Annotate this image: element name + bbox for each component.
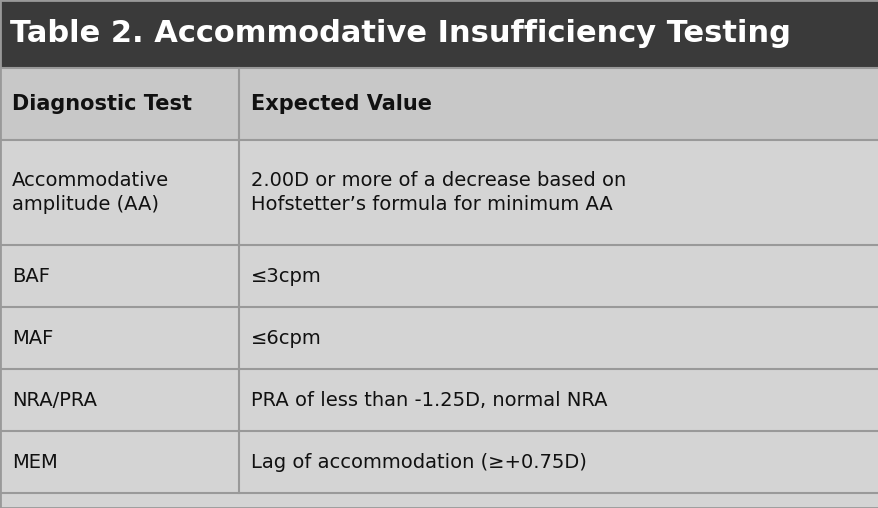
Text: Table 2. Accommodative Insufficiency Testing: Table 2. Accommodative Insufficiency Tes… bbox=[10, 19, 790, 48]
Bar bbox=[0, 68, 878, 140]
Text: NRA/PRA: NRA/PRA bbox=[12, 391, 97, 409]
Bar bbox=[0, 140, 878, 245]
Bar bbox=[0, 369, 878, 431]
Text: MEM: MEM bbox=[12, 453, 58, 471]
Bar bbox=[0, 307, 878, 369]
Text: ≤6cpm: ≤6cpm bbox=[251, 329, 321, 347]
Text: ≤3cpm: ≤3cpm bbox=[251, 267, 321, 285]
Text: MAF: MAF bbox=[12, 329, 54, 347]
Bar bbox=[0, 0, 878, 68]
Text: 2.00D or more of a decrease based on
Hofstetter’s formula for minimum AA: 2.00D or more of a decrease based on Hof… bbox=[251, 171, 626, 214]
Bar bbox=[0, 431, 878, 493]
Bar bbox=[0, 245, 878, 307]
Text: BAF: BAF bbox=[12, 267, 50, 285]
Text: Accommodative
amplitude (AA): Accommodative amplitude (AA) bbox=[12, 171, 169, 214]
Text: PRA of less than -1.25D, normal NRA: PRA of less than -1.25D, normal NRA bbox=[251, 391, 607, 409]
Text: Diagnostic Test: Diagnostic Test bbox=[12, 94, 191, 114]
Text: Lag of accommodation (≥+0.75D): Lag of accommodation (≥+0.75D) bbox=[251, 453, 587, 471]
Text: Expected Value: Expected Value bbox=[251, 94, 432, 114]
